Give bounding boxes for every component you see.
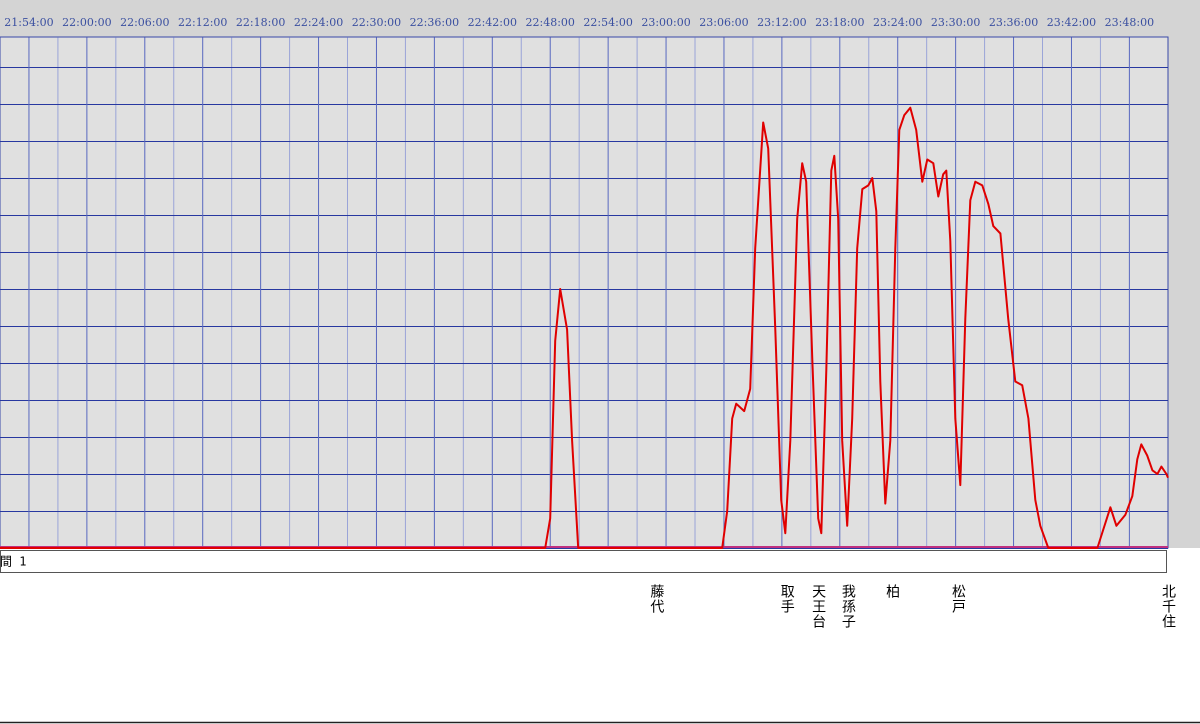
x-tick-label: 22:36:00 (410, 16, 459, 29)
station-label: 柏 (884, 584, 901, 599)
x-tick-label: 22:48:00 (526, 16, 575, 29)
station-label: 松戸 (950, 584, 967, 614)
x-tick-label: 22:42:00 (468, 16, 517, 29)
station-label: 藤代 (648, 584, 665, 614)
x-tick-label: 22:12:00 (178, 16, 227, 29)
x-tick-label: 23:24:00 (873, 16, 922, 29)
plot-area (0, 36, 1169, 549)
x-tick-label: 23:00:00 (641, 16, 690, 29)
x-tick-label: 23:48:00 (1105, 16, 1154, 29)
x-tick-label: 23:18:00 (815, 16, 864, 29)
x-tick-label: 23:30:00 (931, 16, 980, 29)
x-tick-label: 22:30:00 (352, 16, 401, 29)
x-tick-label: 22:54:00 (583, 16, 632, 29)
station-label: 我孫子 (839, 584, 856, 629)
x-tick-label: 23:36:00 (989, 16, 1038, 29)
legend-text: 間 1 (0, 555, 26, 569)
data-line (0, 106, 1169, 549)
x-tick-label: 22:24:00 (294, 16, 343, 29)
station-label: 取手 (778, 584, 795, 614)
x-tick-label: 23:06:00 (699, 16, 748, 29)
x-tick-label: 23:42:00 (1047, 16, 1096, 29)
legend-box (0, 550, 1167, 573)
x-tick-label: 21:54:00 (4, 16, 53, 29)
x-tick-label: 22:18:00 (236, 16, 285, 29)
x-tick-label: 22:00:00 (62, 16, 111, 29)
x-tick-label: 22:06:00 (120, 16, 169, 29)
station-label: 天王台 (810, 584, 827, 629)
x-tick-label: 23:12:00 (757, 16, 806, 29)
station-label: 北千住 (1160, 584, 1176, 629)
